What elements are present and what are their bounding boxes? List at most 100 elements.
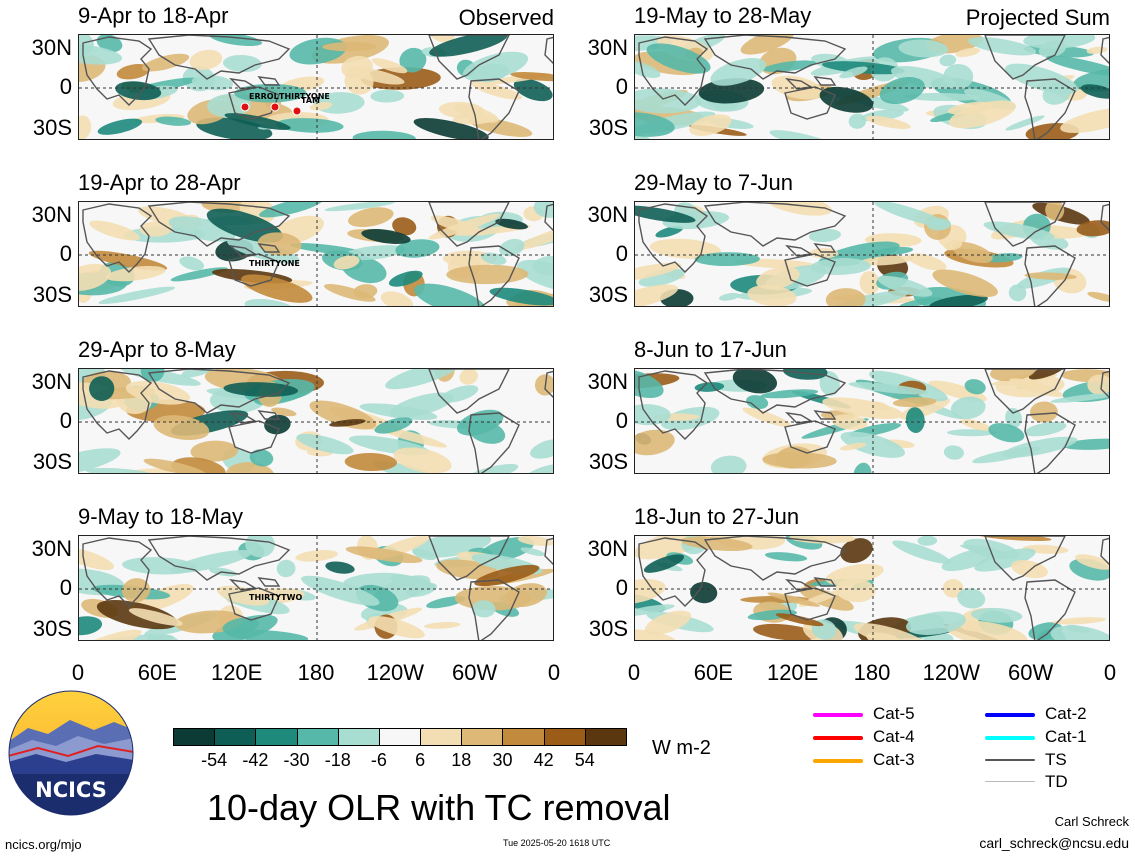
coastline <box>428 536 510 581</box>
coastline <box>785 243 837 257</box>
footer-url[interactable]: ncics.org/mjo <box>5 837 82 852</box>
olr-anomaly-blob <box>944 239 963 251</box>
olr-anomaly-blob <box>825 288 866 306</box>
olr-anomaly-blob <box>359 403 438 421</box>
olr-anomaly-blob <box>513 222 553 251</box>
olr-anomaly-blob <box>370 89 405 103</box>
olr-anomaly-blob <box>1045 55 1109 77</box>
olr-anomaly-blob <box>831 414 868 430</box>
olr-anomaly-blob <box>988 423 1025 443</box>
olr-anomaly-blob <box>1045 202 1065 221</box>
olr-anomaly-blob <box>892 397 937 408</box>
coastline <box>784 86 836 120</box>
coastline <box>703 536 847 581</box>
olr-anomaly-blob <box>932 269 998 298</box>
olr-anomaly-blob <box>301 575 380 606</box>
lat-tick-label: 0 <box>615 241 628 266</box>
coastline <box>428 35 510 80</box>
olr-anomaly-blob <box>874 202 948 228</box>
olr-anomaly-blob <box>128 608 183 626</box>
olr-anomaly-blob <box>947 101 994 115</box>
lat-tick-label: 30N <box>31 536 72 561</box>
olr-anomaly-blob <box>1062 438 1109 450</box>
lat-tick-label: 0 <box>59 74 72 99</box>
olr-anomaly-blob <box>983 221 1055 241</box>
olr-anomaly-blob <box>226 629 309 640</box>
lat-tick-label: 30N <box>587 202 628 227</box>
olr-anomaly-blob <box>947 429 996 437</box>
lat-tick-label: 30S <box>32 449 72 474</box>
olr-anomaly-blob <box>325 561 355 574</box>
coastline <box>228 253 280 287</box>
olr-anomaly-blob <box>459 369 478 385</box>
lon-tick-label: 120E <box>210 660 263 685</box>
coastline <box>468 78 520 139</box>
olr-anomaly-blob <box>955 47 981 57</box>
olr-anomaly-blob <box>392 217 417 236</box>
olr-anomaly-blob <box>1087 291 1109 303</box>
olr-anomaly-blob <box>809 248 839 259</box>
olr-anomaly-blob <box>216 585 270 606</box>
olr-anomaly-blob <box>1005 115 1045 131</box>
olr-anomaly-blob <box>710 58 767 86</box>
olr-anomaly-blob <box>1002 436 1078 458</box>
olr-anomaly-blob <box>899 296 943 306</box>
olr-anomaly-blob <box>783 369 828 380</box>
olr-anomaly-blob <box>98 286 176 305</box>
olr-anomaly-blob <box>903 92 981 102</box>
coastline <box>984 536 1066 581</box>
panel-tag: Observed <box>458 5 554 30</box>
colorbar-units: W m-2 <box>652 737 711 759</box>
olr-anomaly-blob <box>1076 220 1109 237</box>
colorbar-tick-label: -6 <box>370 750 387 770</box>
olr-anomaly-blob <box>859 271 880 295</box>
olr-anomaly-blob <box>341 55 374 80</box>
panel-title: 29-May to 7-Jun <box>634 170 793 195</box>
storm-marker <box>270 102 280 112</box>
olr-anomaly-blob <box>635 604 675 617</box>
olr-anomaly-blob <box>116 63 151 80</box>
olr-anomaly-blob <box>646 43 711 74</box>
olr-anomaly-blob <box>839 66 868 79</box>
olr-anomaly-blob <box>732 369 778 394</box>
coastline <box>82 203 153 273</box>
lon-tick-label: 60E <box>137 660 177 685</box>
olr-anomaly-blob <box>968 37 1037 56</box>
olr-anomaly-blob <box>1052 617 1106 625</box>
coastline <box>468 412 520 473</box>
lat-tick-label: 30N <box>587 35 628 60</box>
olr-anomaly-blob <box>454 585 531 611</box>
coastline <box>229 76 281 90</box>
olr-anomaly-blob <box>891 66 956 89</box>
footer-author: Carl Schreck <box>1054 814 1129 829</box>
olr-anomaly-blob <box>906 611 966 636</box>
coastline <box>785 76 837 90</box>
colorbar-tick-label: -54 <box>201 750 228 770</box>
lat-tick-label: 30N <box>31 369 72 394</box>
olr-anomaly-blob <box>143 458 207 473</box>
storm-label: THIRTYONE <box>249 259 300 268</box>
olr-anomaly-blob <box>1075 554 1109 570</box>
olr-anomaly-blob <box>858 255 913 266</box>
olr-anomaly-blob <box>309 101 333 111</box>
olr-anomaly-blob <box>928 380 987 402</box>
colorbar-segment <box>420 728 463 746</box>
olr-anomaly-blob <box>839 442 867 451</box>
olr-anomaly-blob <box>471 81 523 100</box>
olr-anomaly-blob <box>275 118 344 133</box>
olr-anomaly-blob <box>532 255 553 276</box>
olr-anomaly-blob <box>523 463 553 473</box>
coastline <box>638 36 709 106</box>
olr-anomaly-blob <box>430 215 485 236</box>
footer-email[interactable]: carl_schreck@ncsu.edu <box>979 835 1129 851</box>
coastline <box>984 35 1066 80</box>
olr-anomaly-blob <box>635 262 682 282</box>
olr-anomaly-blob <box>767 592 821 607</box>
coastline <box>1024 579 1076 640</box>
olr-anomaly-blob <box>79 44 123 65</box>
colorbar-segment <box>214 728 257 746</box>
olr-anomaly-blob <box>635 284 679 306</box>
olr-anomaly-blob <box>789 536 856 544</box>
olr-anomaly-blob <box>371 58 408 74</box>
colorbar-segment <box>461 728 504 746</box>
